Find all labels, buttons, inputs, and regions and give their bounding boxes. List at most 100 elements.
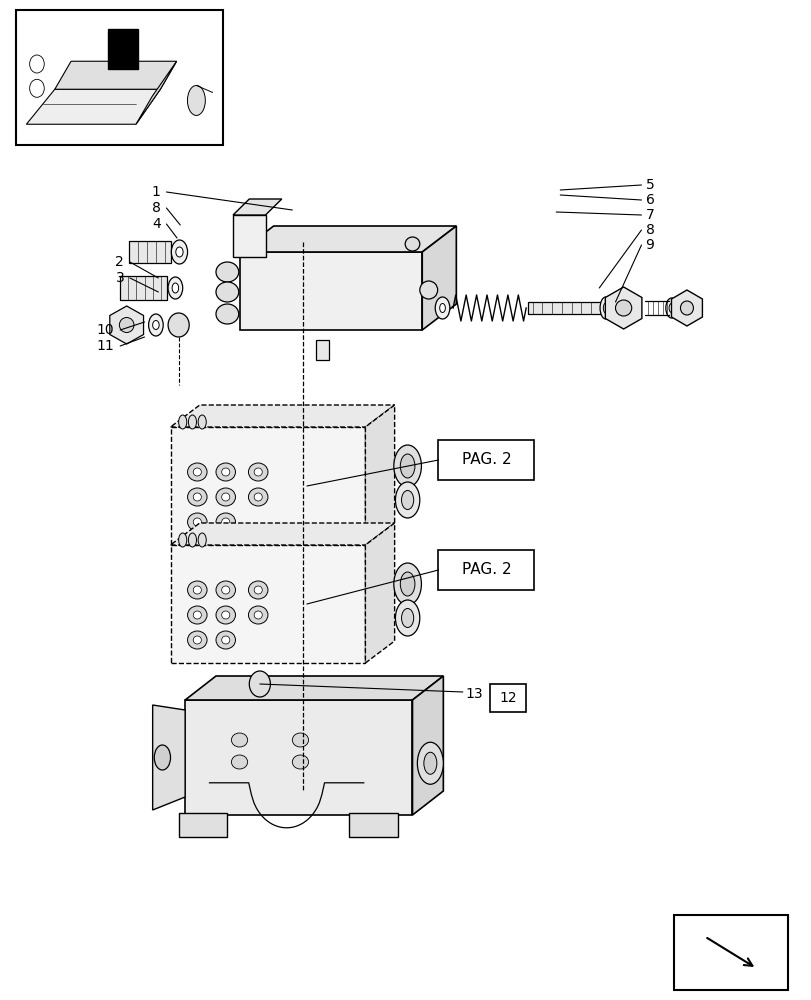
Ellipse shape [187,606,207,624]
Ellipse shape [216,488,235,506]
Ellipse shape [401,608,413,628]
Polygon shape [185,700,412,815]
Text: 12: 12 [499,691,517,705]
Ellipse shape [435,297,449,319]
Polygon shape [54,61,176,89]
Ellipse shape [221,518,230,526]
Ellipse shape [193,611,201,619]
Ellipse shape [216,513,235,531]
Ellipse shape [231,733,247,747]
Ellipse shape [193,636,201,644]
Text: 9: 9 [645,238,654,252]
Ellipse shape [292,755,308,769]
Ellipse shape [221,493,230,501]
Bar [527,302,600,314]
Ellipse shape [221,611,230,619]
Text: 11: 11 [97,339,114,353]
Polygon shape [365,405,394,545]
Polygon shape [152,705,185,810]
Polygon shape [170,405,394,427]
Ellipse shape [148,314,163,336]
Ellipse shape [193,586,201,594]
Text: PAG. 2: PAG. 2 [461,452,511,468]
Text: 7: 7 [645,208,654,222]
Ellipse shape [198,415,206,429]
Ellipse shape [395,482,419,518]
Ellipse shape [216,282,238,302]
Polygon shape [422,226,456,330]
Bar [170,427,365,545]
Ellipse shape [175,247,182,257]
Ellipse shape [187,581,207,599]
Ellipse shape [198,533,206,547]
Text: 8: 8 [645,223,654,237]
Ellipse shape [168,313,189,337]
Ellipse shape [221,468,230,476]
Ellipse shape [216,304,238,324]
Ellipse shape [248,581,268,599]
Ellipse shape [254,493,262,501]
Ellipse shape [168,277,182,299]
Ellipse shape [193,468,201,476]
Ellipse shape [292,733,308,747]
Ellipse shape [400,454,414,478]
Text: 6: 6 [645,193,654,207]
Bar [233,215,265,257]
Ellipse shape [423,752,436,774]
Polygon shape [109,306,144,344]
Ellipse shape [187,488,207,506]
Ellipse shape [393,445,421,487]
Ellipse shape [405,237,419,251]
Ellipse shape [603,303,607,313]
Ellipse shape [254,586,262,594]
Ellipse shape [216,631,235,649]
Ellipse shape [193,493,201,501]
Bar [490,684,526,712]
Bar [178,813,227,837]
Ellipse shape [119,318,134,332]
Ellipse shape [188,415,196,429]
Text: 13: 13 [465,687,483,701]
Ellipse shape [187,513,207,531]
Ellipse shape [216,463,235,481]
Ellipse shape [216,606,235,624]
Polygon shape [365,523,394,663]
Polygon shape [412,676,443,815]
Ellipse shape [248,463,268,481]
Ellipse shape [393,563,421,605]
Ellipse shape [395,600,419,636]
Bar [170,545,365,663]
Ellipse shape [665,298,676,318]
Text: 8: 8 [152,201,161,215]
Ellipse shape [440,304,444,312]
Ellipse shape [254,468,262,476]
Ellipse shape [187,85,205,115]
Ellipse shape [221,586,230,594]
Polygon shape [671,290,702,326]
Bar [315,340,329,360]
Bar [129,241,171,263]
Circle shape [249,671,270,697]
Bar [673,915,787,990]
Polygon shape [170,523,394,545]
Ellipse shape [400,572,414,596]
Ellipse shape [417,742,443,784]
Text: 5: 5 [645,178,654,192]
Ellipse shape [178,533,187,547]
Ellipse shape [154,745,170,770]
Ellipse shape [248,606,268,624]
Ellipse shape [172,283,178,293]
Ellipse shape [171,240,187,264]
Ellipse shape [187,631,207,649]
Ellipse shape [248,488,268,506]
Ellipse shape [615,300,631,316]
Ellipse shape [231,755,247,769]
Bar [107,29,138,69]
Ellipse shape [216,581,235,599]
Ellipse shape [193,518,201,526]
Polygon shape [239,226,456,252]
Ellipse shape [187,463,207,481]
Bar [120,276,167,300]
Ellipse shape [188,533,196,547]
Polygon shape [233,199,281,215]
